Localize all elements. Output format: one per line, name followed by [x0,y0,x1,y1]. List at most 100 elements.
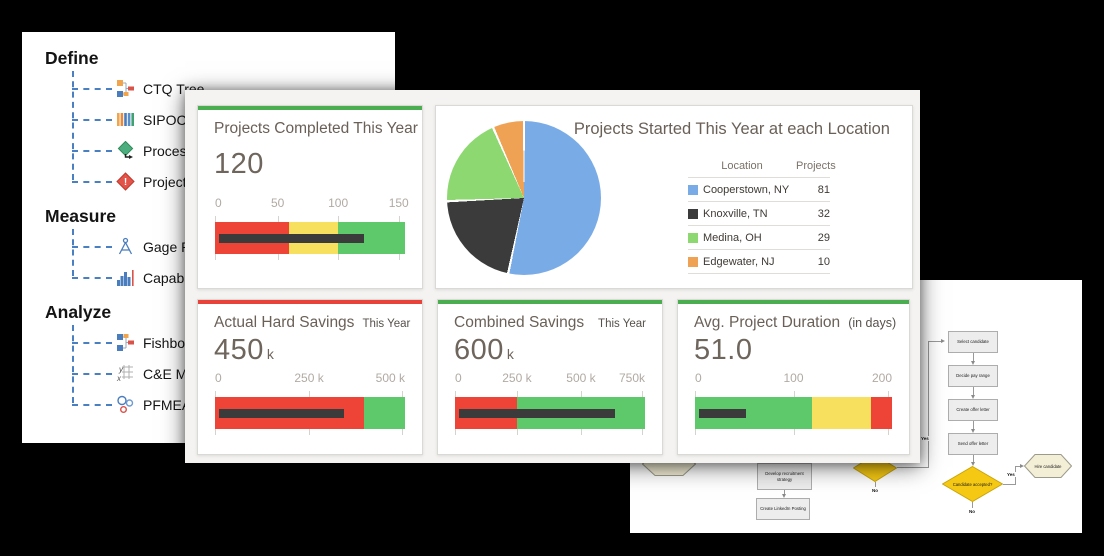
tree-branch-line [72,404,112,406]
flow-box-label: Decide pay range [956,373,990,379]
axis-tick-label: 0 [695,371,702,385]
legend-value: 10 [817,255,830,268]
tree-section-header: Analyze [45,302,112,322]
yes-label: Yes [1006,472,1016,478]
flow-connector [973,455,974,462]
sipoc-icon [116,110,135,129]
pfmea-icon [116,395,135,414]
flow-box-label: Create LinkedIn Posting [760,506,806,512]
tree-connector-line [72,325,74,403]
flow-connector [928,341,941,342]
kpi-value: 120 [214,148,264,180]
svg-text:y: y [118,365,124,374]
legend-row: Edgewater, NJ 10 [688,249,830,274]
pie-chart [447,121,601,275]
bullet-axis-labels: 0 100 200 [695,371,892,386]
legend-swatch-icon [688,256,698,267]
pie-legend: Location Projects Cooperstown, NY 81 Knoxvi… [688,154,836,274]
tree-branch-line [72,150,112,152]
gage-rr-icon [116,237,135,256]
card-accent-strip [198,106,422,110]
tree-section-header: Measure [45,206,117,226]
arrow-down-icon [970,395,975,399]
flow-box-create-offer-letter: Create offer letter [948,399,998,421]
axis-tick-label: 500 k [375,371,405,385]
yes-label: Yes [920,436,930,442]
flow-connector [973,421,974,429]
ctq-tree-icon [116,79,135,98]
legend-location-text: Cooperstown, NY [703,183,790,196]
tree-item-capability[interactable]: Capabilit [45,262,395,293]
axis-tick-label: 100 [783,371,804,385]
process-map-icon [116,141,135,160]
axis-tick-label: 200 [871,371,892,385]
flow-connector [972,502,973,508]
tree-item-sipoc[interactable]: SIPOC [45,104,395,135]
flow-box-label: Send offer letter [957,441,989,447]
flow-connector [973,387,974,395]
axis-tick-label: 0 [215,196,222,210]
arrow-down-icon [970,361,975,365]
bullet-chart: 0 50 100 150 [215,196,409,260]
dashboard-window: Projects Completed This Year 120 0 50 100 1… [185,90,920,463]
legend-value: 29 [817,231,830,244]
bullet-measure-bar [219,233,364,243]
legend-label: Knoxville, TN [688,208,796,220]
card-title: Projects Completed This Year [214,120,418,137]
legend-header-projects: Projects [796,159,836,172]
tree-branch-line [72,88,112,90]
axis-tick-label: 0 [455,371,462,385]
card-title: Combined Savings [454,314,585,331]
card-title: Projects Started This Year at each Locat… [573,120,890,138]
kpi-value: 600 k [454,334,515,366]
bullet-track [215,391,405,435]
no-label: No [968,509,976,515]
bullet-axis-labels: 0 250 k 500 k [215,371,405,386]
tree-connector-line [72,71,74,180]
axis-tick-label: 250 k [294,371,324,385]
capability-icon [116,268,135,287]
bullet-measure-bar [219,408,345,418]
flow-box-select-candidate: Select candidate [948,331,998,353]
legend-label: Edgewater, NJ [688,256,796,268]
pie-card-projects-started: Projects Started This Year at each Locat… [435,105,913,289]
svg-text:!: ! [124,177,127,188]
axis-tick-label: 100 [328,196,349,210]
card-title: Avg. Project Duration [694,314,841,331]
arrow-right-icon [1020,464,1024,468]
bullet-chart: 0 100 200 [695,371,892,435]
bullet-axis-labels: 0 250 k 500 k 750k [455,371,645,386]
tree-branch-line [72,277,112,279]
kpi-value: 450 k [214,334,275,366]
flow-terminal-label: Hire candidate [1034,463,1062,469]
hexagon-shape [1024,454,1072,478]
legend-row: Medina, OH 29 [688,225,830,249]
bullet-track [215,216,405,260]
axis-tick-label: 500 k [566,371,596,385]
card-accent-strip [198,300,422,304]
arrow-right-icon [941,339,945,343]
project-risk-icon: ! [116,172,135,191]
legend-label: Cooperstown, NY [688,184,796,196]
bullet-range [871,397,892,429]
card-period-label: (in days) [848,316,897,330]
flow-connector [784,490,785,495]
card-period-label: This Year [362,318,411,330]
no-label: No [871,488,879,494]
legend-row: Knoxville, TN 32 [688,201,830,225]
bullet-chart: 0 250 k 500 k 750k [455,371,645,435]
flow-connector [1015,466,1021,467]
flow-decision-label: Candidate accepted? [952,481,993,487]
card-title: Actual Hard Savings [214,314,355,331]
flow-box-develop-recruitment: Develop recruitment strategy [757,463,812,490]
bullet-track [455,391,645,435]
arrow-down-icon [970,462,975,466]
legend-location-text: Medina, OH [703,231,762,244]
kpi-card-avg-project-duration: Avg. Project Duration (in days) 51.0 0 10… [677,299,910,455]
axis-tick-label: 50 [271,196,285,210]
flow-box-label: Select candidate [957,339,989,345]
legend-value: 32 [817,207,830,220]
flow-box-create-linkedin-posting: Create LinkedIn Posting [756,498,810,520]
